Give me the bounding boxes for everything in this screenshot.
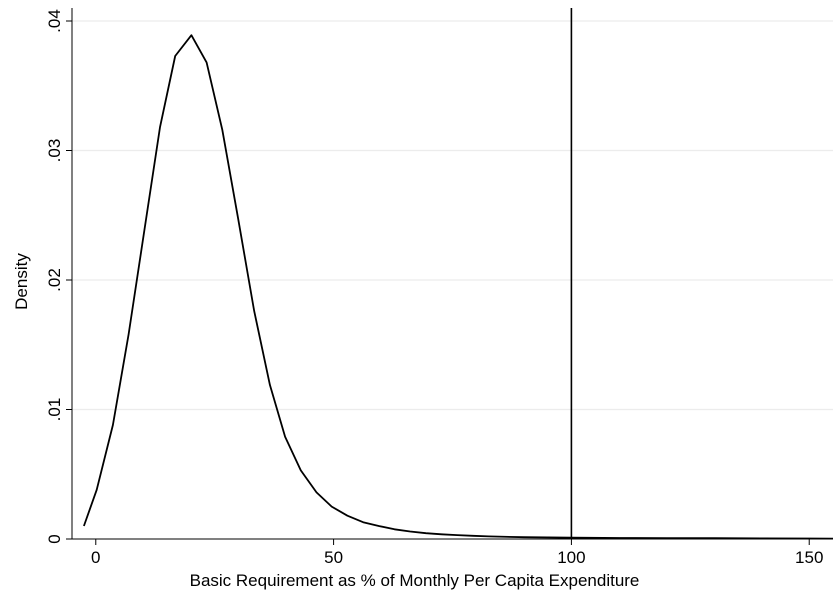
x-tick-label-1: 50 <box>324 548 343 567</box>
density-curve <box>83 34 833 540</box>
y-tick-label-4: .04 <box>45 9 64 33</box>
x-axis-ticks: 0 50 100 150 <box>91 539 823 567</box>
x-tick-label-2: 100 <box>557 548 585 567</box>
density-series <box>83 34 833 540</box>
y-axis-title: Density <box>12 253 31 310</box>
x-tick-label-0: 0 <box>91 548 100 567</box>
y-tick-label-1: .01 <box>45 398 64 422</box>
y-tick-label-3: .03 <box>45 139 64 163</box>
x-tick-label-3: 150 <box>795 548 823 567</box>
y-axis-ticks: 0 .01 .02 .03 .04 <box>45 9 72 544</box>
axes <box>71 8 833 540</box>
grid-lines <box>72 20 833 411</box>
y-tick-label-0: 0 <box>45 534 64 543</box>
y-tick-label-2: .02 <box>45 268 64 292</box>
x-axis-title: Basic Requirement as % of Monthly Per Ca… <box>190 571 640 590</box>
